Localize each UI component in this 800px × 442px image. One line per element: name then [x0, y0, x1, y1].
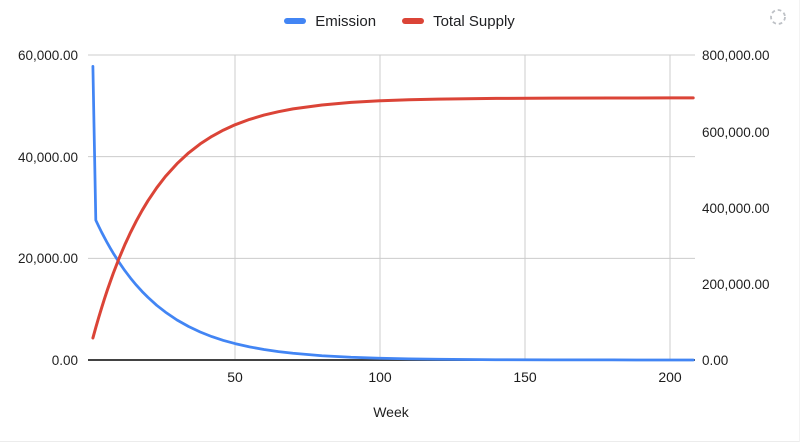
- chart-legend: Emission Total Supply: [0, 0, 799, 42]
- left-axis-tick: 40,000.00: [17, 149, 78, 165]
- right-axis-tick: 400,000.00: [702, 200, 770, 216]
- right-axis-tick: 800,000.00: [702, 48, 770, 63]
- legend-item-total-supply[interactable]: Total Supply: [402, 14, 515, 29]
- x-axis-tick: 100: [368, 369, 392, 385]
- right-axis-tick: 0.00: [702, 353, 729, 368]
- left-axis-tick: 0.00: [51, 353, 78, 368]
- dashed-circle-options-icon[interactable]: [767, 6, 789, 28]
- emission-series-swatch: [284, 18, 307, 24]
- legend-label-emission: Emission: [315, 12, 377, 30]
- right-axis-tick: 200,000.00: [702, 277, 770, 292]
- x-axis-title: Week: [373, 404, 409, 420]
- left-axis-tick: 60,000.00: [17, 48, 78, 63]
- legend-item-emission[interactable]: Emission: [284, 14, 376, 29]
- right-axis-tick: 600,000.00: [702, 124, 770, 140]
- x-axis-tick: 200: [658, 369, 682, 385]
- x-axis-tick: 150: [513, 369, 537, 385]
- total-supply-series-swatch: [402, 18, 425, 24]
- total-supply-line: [91, 96, 695, 340]
- left-axis-tick: 20,000.00: [17, 251, 78, 266]
- x-axis-tick: 50: [227, 369, 243, 385]
- emission-line: [91, 65, 695, 362]
- legend-label-total-supply: Total Supply: [433, 12, 515, 30]
